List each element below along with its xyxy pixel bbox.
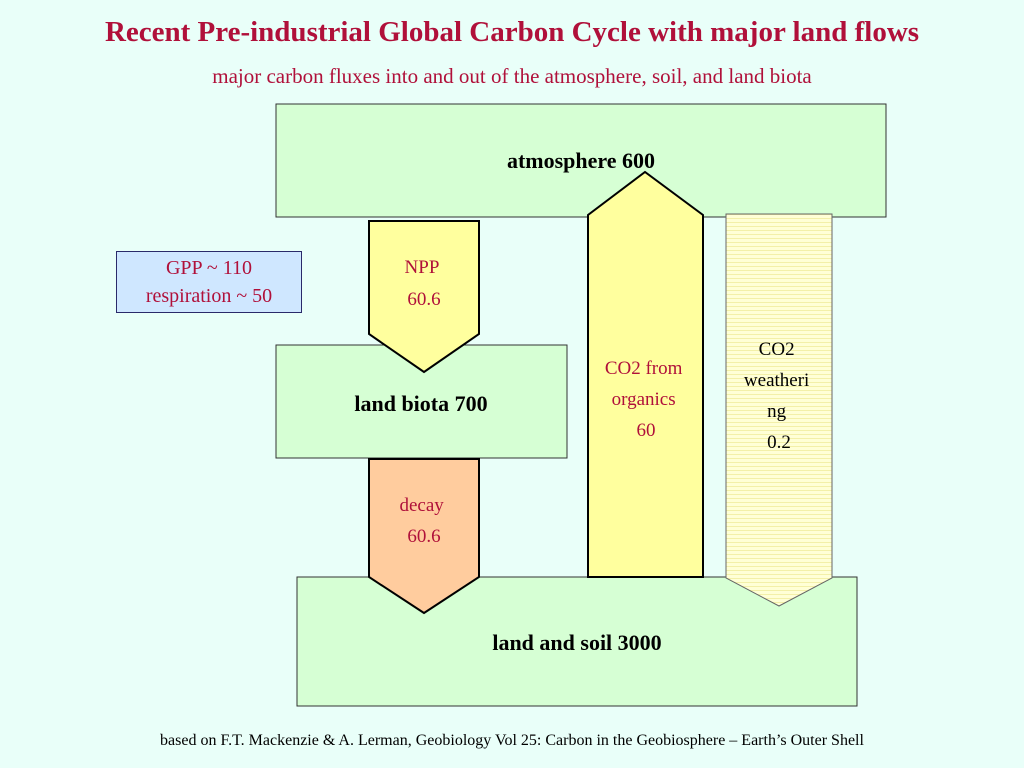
decay-arrow: decay 60.6 [368,458,480,615]
svg-text:decay 60.6: decay 60.6 [399,495,448,547]
gpp-respiration-note: GPP ~ 110 respiration ~ 50 [116,251,302,313]
land-biota-label: land biota 700 [354,391,487,416]
decay-value: 60.6 [407,526,440,547]
co2-weathering-label-1: CO2 [759,339,795,360]
co2-organics-label-2: organics [612,389,676,410]
svg-text:NPP 60.6: NPP 60.6 [405,257,444,310]
co2-organics-arrow: CO2 from organics 60 [587,170,704,578]
npp-label: NPP [405,257,439,278]
co2-weathering-label-2: weatheri [744,370,809,391]
decay-label: decay [399,495,444,516]
svg-text:CO2 weatheri ng: CO2 weatheri ng 0.2 [744,339,814,453]
atmosphere-label: atmosphere 600 [507,148,655,173]
co2-weathering-value: 0.2 [767,432,791,453]
page-title: Recent Pre-industrial Global Carbon Cycl… [104,16,920,48]
page-subtitle: major carbon fluxes into and out of the … [212,64,812,88]
land-soil-label: land and soil 3000 [492,630,661,655]
atmosphere-reservoir: atmosphere 600 [275,103,887,218]
svg-text:CO2 from organics: CO2 from organics 60 [605,358,687,441]
land-soil-reservoir: land and soil 3000 [296,576,858,707]
co2-organics-value: 60 [637,420,656,441]
source-citation: based on F.T. Mackenzie & A. Lerman, Geo… [160,732,864,749]
co2-weathering-arrow: CO2 weatheri ng 0.2 [725,213,833,607]
respiration-text: respiration ~ 50 [145,285,273,307]
co2-organics-label-1: CO2 from [605,358,683,379]
npp-value: 60.6 [407,289,440,310]
co2-weathering-label-3: ng [767,401,787,422]
npp-arrow: NPP 60.6 [368,220,480,374]
gpp-text: GPP ~ 110 [165,257,253,279]
